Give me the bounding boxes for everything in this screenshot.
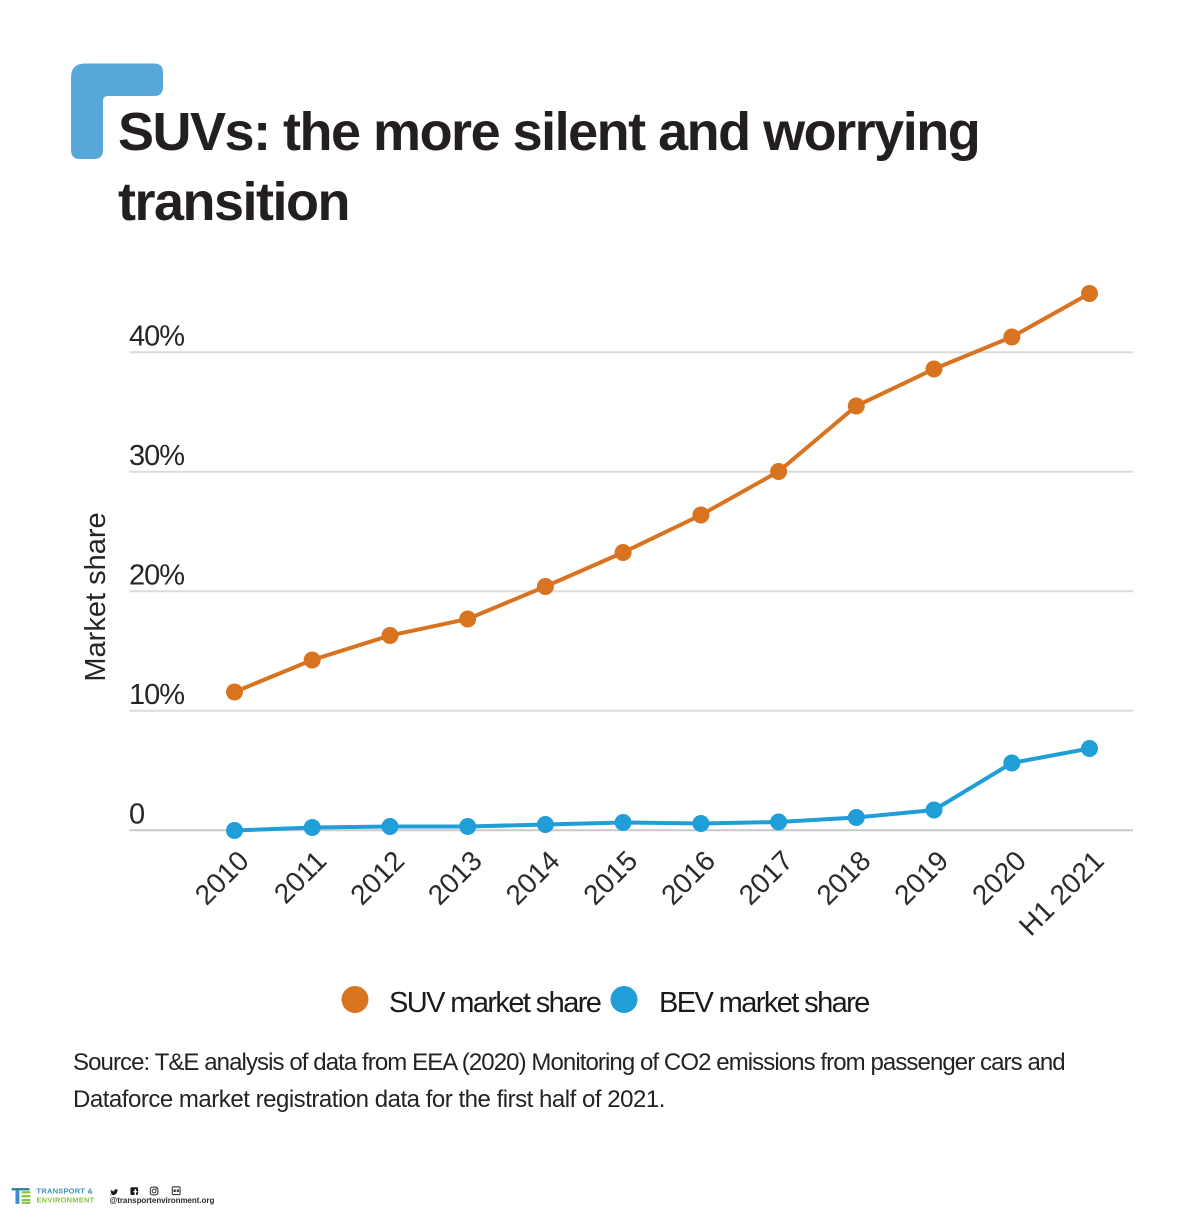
svg-text:H1 2021: H1 2021 [1013, 845, 1110, 942]
svg-text:10%: 10% [129, 679, 184, 711]
svg-text:2012: 2012 [344, 845, 410, 911]
svg-text:2011: 2011 [268, 845, 333, 910]
svg-text:2016: 2016 [655, 845, 721, 911]
svg-text:ENVIRONMENT: ENVIRONMENT [37, 1195, 95, 1204]
svg-text:2010: 2010 [189, 845, 255, 911]
svg-text:SUV market share: SUV market share [389, 987, 601, 1019]
svg-text:2019: 2019 [888, 845, 954, 911]
svg-text:Market share: Market share [80, 512, 112, 681]
svg-text:2014: 2014 [500, 845, 566, 911]
svg-text:2020: 2020 [966, 845, 1032, 911]
svg-text:2015: 2015 [577, 845, 643, 911]
svg-text:TRANSPORT &: TRANSPORT & [37, 1187, 94, 1196]
svg-text:20%: 20% [129, 559, 184, 591]
svg-text:BEV market share: BEV market share [659, 987, 869, 1019]
svg-text:@transportenvironment.org: @transportenvironment.org [110, 1196, 215, 1205]
svg-text:40%: 40% [129, 320, 184, 352]
svg-text:0: 0 [129, 798, 144, 830]
svg-text:2013: 2013 [422, 845, 488, 911]
svg-text:2017: 2017 [733, 845, 799, 911]
svg-text:30%: 30% [129, 440, 184, 472]
svg-text:2018: 2018 [811, 845, 877, 911]
